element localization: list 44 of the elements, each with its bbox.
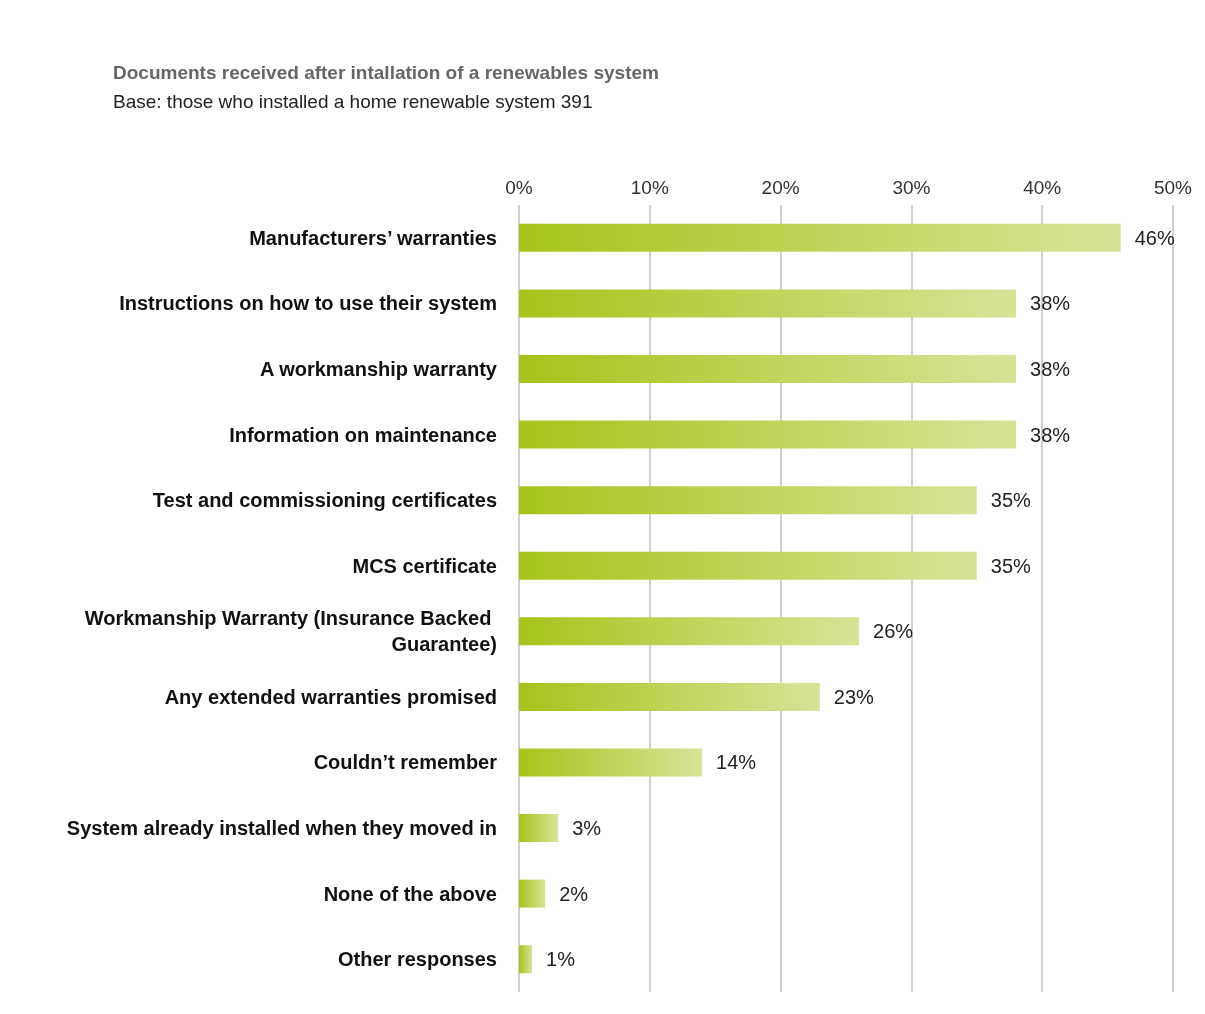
bar xyxy=(519,945,533,974)
bar xyxy=(519,617,860,646)
x-tick-label: 0% xyxy=(505,177,533,198)
x-tick-label: 10% xyxy=(630,177,669,198)
data-label: 38% xyxy=(1030,357,1071,380)
x-tick-label: 50% xyxy=(1153,177,1193,198)
data-label: 3% xyxy=(572,817,602,840)
x-tick-label: 30% xyxy=(892,177,931,198)
bar xyxy=(519,354,1017,383)
y-tick-label: Workmanship Warranty (Insurance Backed Guarantee) xyxy=(84,607,497,656)
data-label: 38% xyxy=(1030,292,1071,315)
y-tick-label: Other responses xyxy=(338,948,497,971)
bar xyxy=(519,879,546,908)
x-tick-label: 20% xyxy=(761,177,800,198)
data-label: 14% xyxy=(716,751,757,774)
bar xyxy=(519,682,820,711)
y-tick-label: MCS certificate xyxy=(352,554,497,577)
y-tick-label: System already installed when they moved in xyxy=(66,817,497,840)
data-label: 38% xyxy=(1030,423,1071,446)
bar xyxy=(519,486,977,515)
y-tick-label: Test and commissioning certificates xyxy=(152,489,497,512)
bar xyxy=(519,748,703,777)
y-tick-label: Instructions on how to use their system xyxy=(119,292,497,315)
text: Base: those who installed a home renewable system 391 xyxy=(113,91,593,112)
bar xyxy=(519,814,559,843)
x-tick-label: 40% xyxy=(1023,177,1062,198)
data-label: 1% xyxy=(546,948,576,971)
data-label: 2% xyxy=(559,882,589,905)
bar xyxy=(519,223,1121,252)
data-label: 35% xyxy=(990,554,1032,577)
data-label: 46% xyxy=(1134,226,1175,249)
data-label: 26% xyxy=(873,620,914,643)
y-tick-label: Manufacturers’ warranties xyxy=(249,226,497,249)
y-tick-label: Any extended warranties promised xyxy=(164,685,497,708)
bar xyxy=(519,551,977,580)
data-label: 23% xyxy=(833,685,875,708)
bar xyxy=(519,289,1017,318)
y-tick-label: Information on maintenance xyxy=(229,423,497,446)
y-tick-label: None of the above xyxy=(323,882,497,905)
chart-title: Documents received after intallation of a renewables system xyxy=(113,62,659,83)
y-tick-label: A workmanship warranty xyxy=(259,357,498,380)
y-tick-label: Couldn’t remember xyxy=(313,751,498,774)
bar xyxy=(519,420,1017,449)
data-label: 35% xyxy=(990,489,1032,512)
